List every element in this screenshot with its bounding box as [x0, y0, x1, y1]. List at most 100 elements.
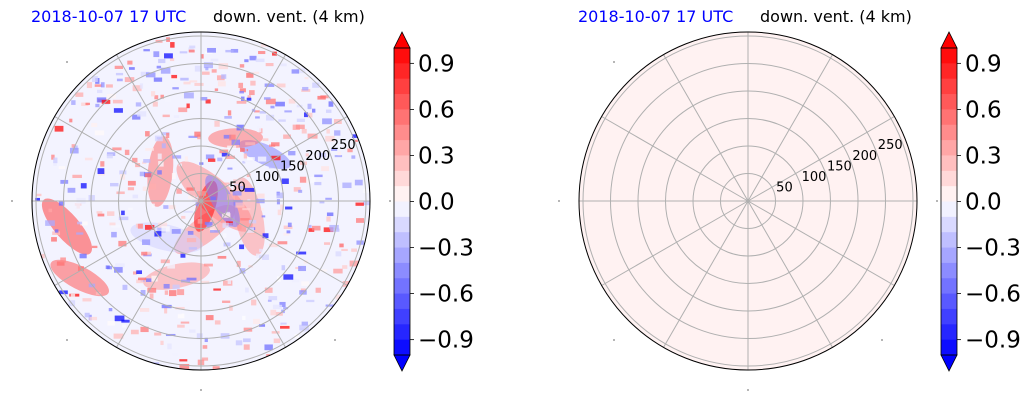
field-cell [269, 243, 278, 248]
field-cell [169, 290, 177, 297]
field-cell [48, 208, 53, 213]
colorbar-tick-label: 0.3 [965, 143, 1002, 169]
field-cell [227, 110, 232, 116]
field-cell [335, 251, 342, 257]
field-cell [180, 77, 189, 81]
field-cell [307, 112, 313, 118]
radial-tick-label: 200 [852, 149, 877, 164]
field-cell [106, 153, 113, 159]
field-cell [250, 80, 256, 86]
grid-spoke [200, 54, 286, 202]
edge-tick [11, 200, 13, 202]
field-cell [256, 126, 262, 133]
field-cell [91, 76, 98, 83]
edge-tick [200, 389, 202, 391]
field-cell [85, 102, 90, 106]
field-cell [283, 274, 294, 280]
field-cell [94, 84, 103, 87]
field-cell [171, 229, 181, 234]
field-cell [229, 134, 236, 141]
field-cell [244, 59, 249, 63]
field-cell [257, 193, 265, 198]
field-cell [280, 211, 288, 216]
field-cell [51, 237, 57, 242]
colorbar-segment [941, 324, 957, 341]
field-cell [186, 238, 197, 243]
field-cell [115, 263, 125, 268]
field-cell [113, 333, 124, 339]
radial-tick-label: 100 [255, 170, 280, 185]
colorbar-segment [394, 247, 410, 264]
field-cell [95, 292, 101, 296]
field-cell [116, 191, 125, 195]
field-cell [205, 67, 209, 71]
field-cell [223, 242, 231, 247]
field-cell [45, 220, 55, 226]
field-cell [312, 82, 320, 88]
field-cell [216, 75, 225, 81]
chart-title-left: 2018-10-07 17 UTC [578, 7, 734, 26]
field-cell [264, 83, 275, 87]
field-cell [76, 232, 84, 235]
field-cell [325, 304, 335, 307]
field-cell [153, 77, 163, 82]
colorbar-segment [941, 63, 957, 80]
field-cell [160, 259, 170, 264]
field-cell [196, 333, 203, 340]
colorbar-segment [394, 308, 410, 325]
field-cell [203, 62, 213, 69]
field-cell [257, 156, 267, 162]
field-cell [140, 71, 150, 77]
field-cell [342, 182, 352, 189]
field-cell [245, 142, 256, 146]
field-cell [334, 130, 341, 136]
colorbar-extend-top [940, 31, 958, 49]
field-cell [200, 54, 204, 59]
field-cell [283, 232, 290, 236]
field-cell [276, 83, 286, 88]
colorbar: 0.9 0.6 0.3 0.0 −0.3 −0.6 −0.9 [393, 31, 474, 372]
field-cell [301, 128, 307, 134]
field-cell [217, 81, 226, 87]
radial-tick-label: 50 [229, 180, 246, 195]
field-cell [135, 102, 142, 107]
field-cell [236, 124, 245, 131]
field-cell [77, 221, 83, 225]
field-cell [214, 320, 221, 325]
field-cell [239, 90, 244, 94]
field-cell [325, 135, 335, 142]
colorbar-extend-top [393, 31, 411, 49]
field-cell [80, 183, 87, 189]
field-cell [285, 206, 293, 210]
field-cell [279, 301, 286, 308]
field-cell [235, 202, 245, 208]
field-cell [194, 131, 202, 137]
field-cell [239, 88, 246, 93]
field-cell [205, 99, 211, 104]
field-cell [114, 65, 124, 69]
field-cell [307, 103, 312, 110]
field-cell [258, 324, 266, 327]
field-cell [145, 251, 151, 256]
field-cell [118, 216, 129, 221]
colorbar-tick-label: −0.9 [418, 328, 474, 354]
field-cell [70, 293, 76, 297]
colorbar-tick-label: 0.9 [965, 51, 1002, 77]
field-cell [75, 92, 84, 97]
field-cell [307, 224, 312, 228]
field-cell [261, 208, 265, 211]
field-cell [148, 183, 156, 190]
field-cell [36, 193, 42, 197]
field-cell [88, 195, 95, 201]
chart-panel-right: 2018-10-07 17 UTC down. vent. (4 km) 50 1… [518, 0, 1036, 401]
field-cell [96, 211, 103, 214]
grid-spoke [116, 54, 202, 202]
field-cell [201, 357, 209, 361]
field-cell [299, 290, 307, 295]
field-cell [114, 315, 125, 322]
grid-spoke [663, 200, 749, 348]
field-cell [225, 155, 235, 159]
field-cell [171, 173, 176, 179]
field-cell [301, 281, 310, 286]
radial-tick-label: 250 [878, 138, 903, 153]
